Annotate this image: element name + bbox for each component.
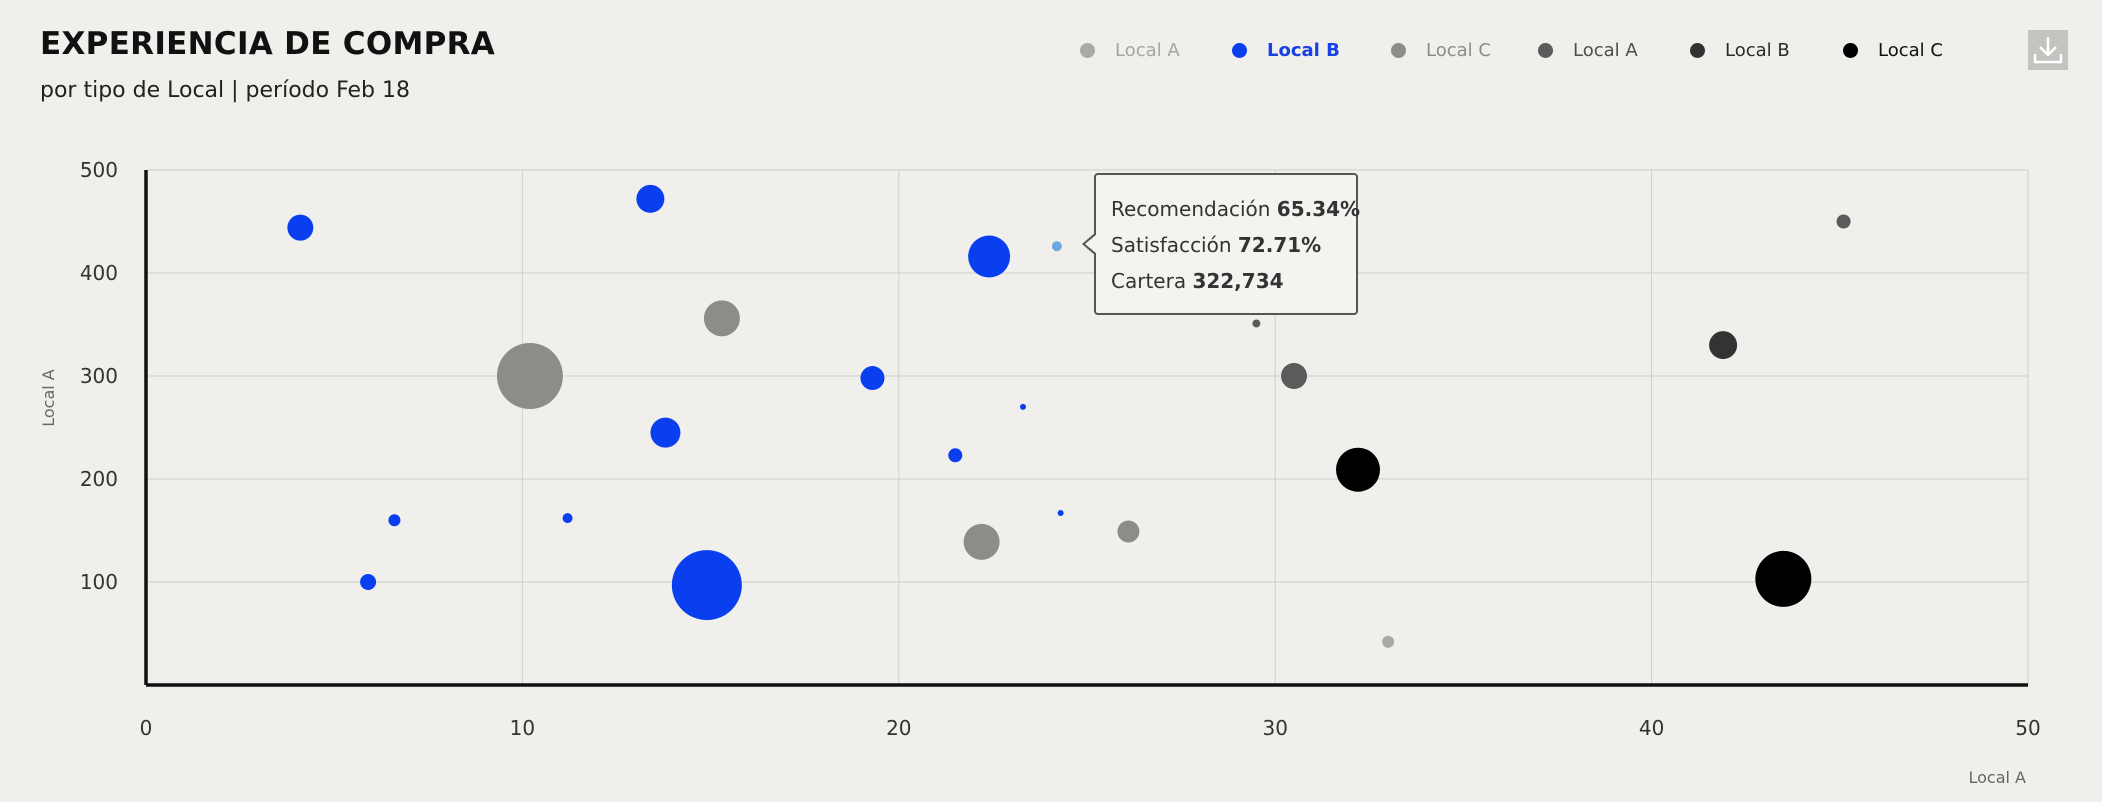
legend-item-local-c-black[interactable]: Local C — [1843, 36, 1943, 64]
legend-label: Local A — [1115, 39, 1180, 61]
tooltip-value: 72.71% — [1237, 233, 1322, 257]
bubble-point — [1252, 319, 1261, 328]
y-axis-title: Local A — [39, 369, 58, 427]
tooltip-row-satisfaccion: Satisfacción 72.71% — [1111, 227, 1356, 263]
legend-label: Local C — [1426, 39, 1491, 61]
legend-label: Local C — [1878, 39, 1943, 61]
download-button[interactable] — [2028, 30, 2068, 70]
tooltip-row-cartera: Cartera 322,734 — [1111, 263, 1356, 299]
x-tick-label: 50 — [2015, 716, 2040, 740]
bubble-point — [1755, 550, 1812, 607]
axes — [144, 170, 2028, 687]
grid-lines — [146, 169, 2029, 685]
tick-labels: 0 10 20 30 40 50 100 200 300 400 500 — [80, 158, 2041, 740]
bubbles — [287, 184, 1851, 648]
legend-item-local-a-dark[interactable]: Local A — [1538, 36, 1638, 64]
y-tick-label: 300 — [80, 364, 118, 388]
bubble-point — [388, 514, 401, 527]
legend-label: Local A — [1573, 39, 1638, 61]
legend-dot-icon — [1538, 42, 1553, 58]
bubble-point — [1709, 331, 1738, 360]
chart-title: EXPERIENCIA DE COMPRA — [40, 26, 496, 62]
x-tick-label: 10 — [510, 716, 535, 740]
legend-label: Local B — [1725, 39, 1790, 61]
y-tick-label: 400 — [80, 261, 118, 285]
bubble-point — [860, 366, 885, 391]
bubble-point — [1382, 635, 1395, 648]
bubble-point — [562, 513, 573, 524]
y-tick-label: 200 — [80, 467, 118, 491]
chart-subtitle: por tipo de Local | período Feb 18 — [40, 78, 411, 103]
bubble-point — [671, 550, 742, 621]
legend-dot-icon — [1080, 42, 1095, 58]
bubble-point — [496, 343, 563, 409]
bubble-point — [636, 184, 665, 213]
x-tick-label: 0 — [140, 716, 153, 740]
bubble-point — [1020, 403, 1027, 410]
x-tick-label: 30 — [1262, 716, 1287, 740]
tooltip-value: 65.34% — [1276, 197, 1361, 221]
bubble-point — [650, 417, 681, 448]
download-icon — [2033, 37, 2063, 64]
highlighted-bubble-point — [1051, 241, 1062, 252]
y-tick-label: 100 — [80, 570, 118, 594]
bubble-point — [1117, 520, 1140, 543]
bubble-point — [948, 448, 963, 463]
tooltip-label: Satisfacción — [1111, 233, 1232, 257]
tooltip-label: Recomendación — [1111, 197, 1271, 221]
bubble-point — [968, 235, 1011, 278]
bubble-point — [1281, 363, 1308, 389]
bubble-point — [1336, 447, 1381, 492]
legend-item-local-b-blue[interactable]: Local B — [1232, 36, 1340, 64]
data-tooltip: Recomendación 65.34% Satisfacción 72.71%… — [1082, 173, 1360, 315]
tooltip-row-recomendacion: Recomendación 65.34% — [1111, 191, 1360, 227]
x-axis-title: Local A — [1969, 768, 2027, 787]
legend-item-local-c-gray[interactable]: Local C — [1391, 36, 1491, 64]
bubble-point — [287, 214, 314, 241]
tooltip-pointer-icon — [1082, 232, 1097, 256]
bubble-point — [963, 523, 1000, 560]
x-tick-label: 40 — [1639, 716, 1664, 740]
x-tick-label: 20 — [886, 716, 911, 740]
tooltip-value: 322,734 — [1192, 269, 1284, 293]
tooltip-label: Cartera — [1111, 269, 1187, 293]
legend-dot-icon — [1843, 42, 1858, 58]
y-tick-label: 500 — [80, 158, 118, 182]
legend-dot-icon — [1232, 42, 1247, 58]
legend-dot-icon — [1391, 42, 1406, 58]
legend-item-local-b-darker[interactable]: Local B — [1690, 36, 1790, 64]
bubble-point — [1057, 509, 1064, 516]
legend-item-local-a-light[interactable]: Local A — [1080, 36, 1180, 64]
legend-label: Local B — [1267, 39, 1340, 61]
legend-dot-icon — [1690, 42, 1705, 58]
bubble-point — [703, 300, 740, 337]
bubble-point — [360, 574, 377, 590]
bubble-point — [1836, 214, 1851, 229]
